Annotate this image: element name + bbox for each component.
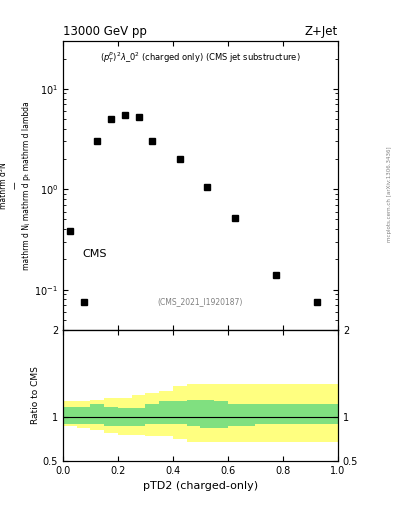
Text: mcplots.cern.ch [arXiv:1306.3436]: mcplots.cern.ch [arXiv:1306.3436] bbox=[387, 147, 391, 242]
Text: (CMS_2021_I1920187): (CMS_2021_I1920187) bbox=[158, 297, 243, 307]
Text: CMS: CMS bbox=[82, 249, 107, 259]
Text: Z+Jet: Z+Jet bbox=[305, 26, 338, 38]
Text: $(p_T^P)^2\lambda\_0^2$ (charged only) (CMS jet substructure): $(p_T^P)^2\lambda\_0^2$ (charged only) (… bbox=[100, 50, 301, 65]
X-axis label: pTD2 (charged-only): pTD2 (charged-only) bbox=[143, 481, 258, 491]
Y-axis label: Ratio to CMS: Ratio to CMS bbox=[31, 366, 40, 424]
Y-axis label: mathrm d²N
—
mathrm d Nⱼ mathrm d pₜ mathrm d lambda: mathrm d²N — mathrm d Nⱼ mathrm d pₜ mat… bbox=[0, 101, 31, 270]
Text: 13000 GeV pp: 13000 GeV pp bbox=[63, 26, 147, 38]
